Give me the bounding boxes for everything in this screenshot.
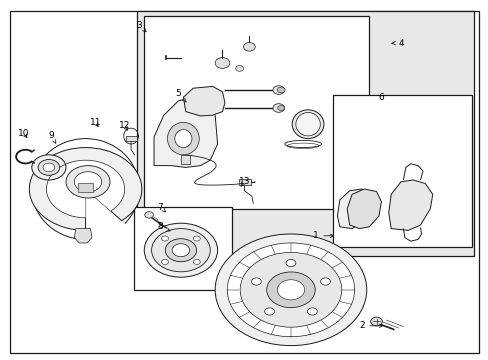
Circle shape <box>272 104 284 112</box>
Circle shape <box>243 42 255 51</box>
Circle shape <box>43 163 55 172</box>
Circle shape <box>264 308 274 315</box>
Circle shape <box>227 243 354 337</box>
Bar <box>144 16 368 209</box>
Bar <box>238 179 250 185</box>
Ellipse shape <box>175 130 191 148</box>
Text: 12: 12 <box>119 122 130 130</box>
Circle shape <box>161 260 168 265</box>
Circle shape <box>165 239 196 262</box>
Ellipse shape <box>292 110 323 139</box>
Bar <box>332 95 471 247</box>
Text: 9: 9 <box>48 130 56 143</box>
Polygon shape <box>346 189 381 229</box>
Circle shape <box>240 252 341 327</box>
Bar <box>134 207 232 290</box>
Text: 3: 3 <box>136 21 146 32</box>
Circle shape <box>66 166 110 198</box>
Circle shape <box>161 236 168 241</box>
Text: 11: 11 <box>89 118 101 127</box>
Circle shape <box>235 66 243 71</box>
Text: 8: 8 <box>157 222 170 231</box>
Text: 13: 13 <box>238 177 250 186</box>
Text: 4: 4 <box>391 39 403 48</box>
Circle shape <box>307 308 317 315</box>
Polygon shape <box>183 86 224 116</box>
Text: 6: 6 <box>378 93 384 102</box>
Circle shape <box>320 278 330 285</box>
Circle shape <box>151 229 210 272</box>
Circle shape <box>172 244 189 257</box>
Circle shape <box>277 280 304 300</box>
Text: 10: 10 <box>18 129 29 138</box>
Bar <box>181 155 189 164</box>
Circle shape <box>193 236 200 241</box>
Circle shape <box>266 272 315 308</box>
Text: 7: 7 <box>157 202 165 212</box>
Circle shape <box>215 234 366 346</box>
Circle shape <box>193 260 200 265</box>
Circle shape <box>38 159 60 175</box>
Wedge shape <box>29 148 142 230</box>
Text: 1: 1 <box>312 231 333 240</box>
Bar <box>78 183 93 192</box>
Circle shape <box>144 223 217 277</box>
Polygon shape <box>74 229 92 243</box>
Text: 5: 5 <box>175 89 186 102</box>
Circle shape <box>277 87 285 93</box>
Circle shape <box>277 105 284 111</box>
Bar <box>137 11 473 256</box>
Text: 2: 2 <box>358 321 382 330</box>
Circle shape <box>74 172 102 192</box>
Bar <box>126 136 137 141</box>
Ellipse shape <box>295 112 320 136</box>
Polygon shape <box>388 180 432 230</box>
Circle shape <box>272 86 284 94</box>
Polygon shape <box>154 97 217 167</box>
Wedge shape <box>46 160 124 218</box>
Circle shape <box>32 155 66 180</box>
Circle shape <box>144 212 153 218</box>
Circle shape <box>370 317 382 326</box>
Circle shape <box>215 58 229 68</box>
Ellipse shape <box>167 122 199 155</box>
Polygon shape <box>337 189 368 229</box>
Circle shape <box>251 278 261 285</box>
Circle shape <box>285 260 295 267</box>
